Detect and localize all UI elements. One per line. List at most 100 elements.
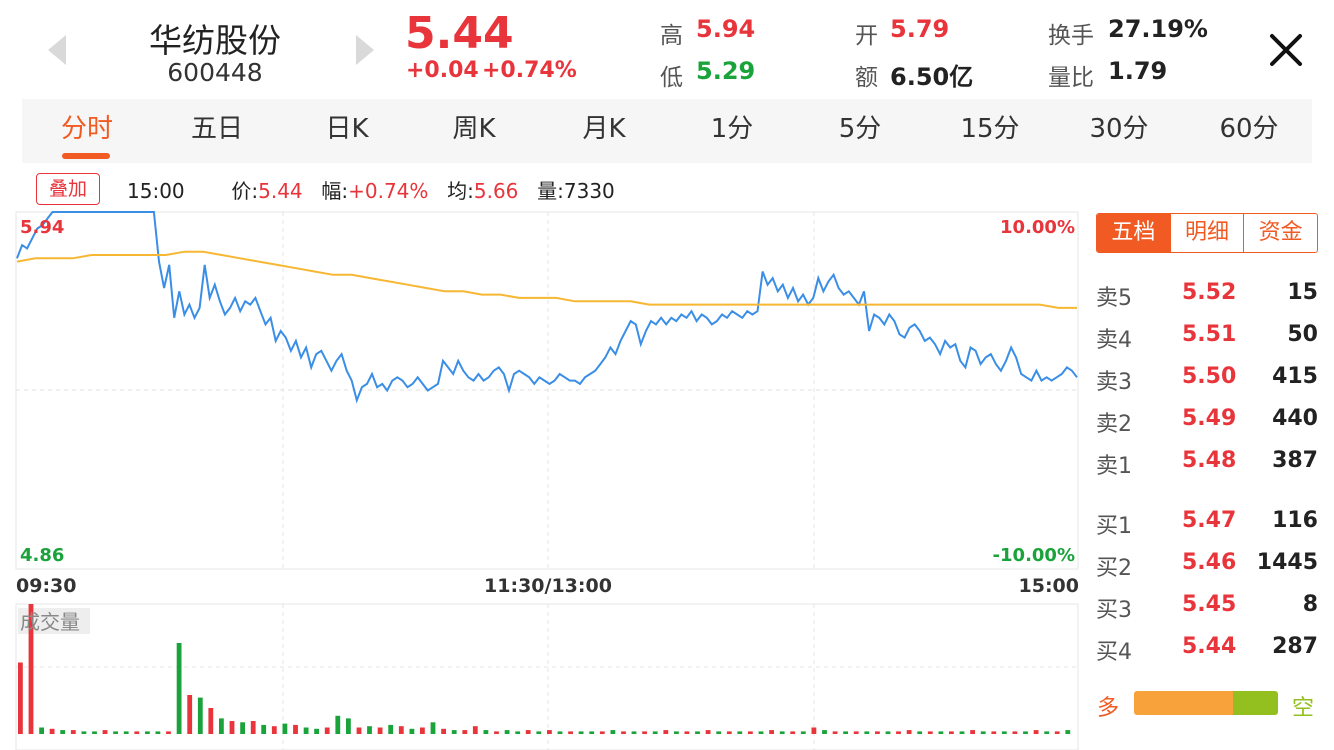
ask-price: 5.52 xyxy=(1182,280,1237,305)
volume-bar xyxy=(610,730,616,734)
order-book-row: 卖5 5.52 15 xyxy=(1096,280,1318,311)
volume-bar xyxy=(367,726,372,734)
volume-bar xyxy=(398,726,404,734)
stock-code: 600448 xyxy=(167,58,263,87)
volume-bar xyxy=(663,730,669,734)
info-price-value: 5.44 xyxy=(258,179,303,203)
volume-bar xyxy=(599,731,605,734)
volume-bar xyxy=(346,718,351,734)
order-panel-tabs: 五档 明细 资金 xyxy=(1096,213,1318,253)
ask-label: 卖5 xyxy=(1096,286,1132,311)
tab-1min[interactable]: 1分 xyxy=(710,114,754,144)
tab-5min[interactable]: 5分 xyxy=(838,114,882,144)
volume-bar xyxy=(716,731,722,734)
volume-bar xyxy=(219,718,224,734)
ask-volume: 440 xyxy=(1272,406,1318,431)
ask-price: 5.48 xyxy=(1182,448,1237,473)
long-label: 多 xyxy=(1097,696,1120,721)
tab-weekly-k[interactable]: 周K xyxy=(452,114,496,144)
volume-bar xyxy=(578,731,584,734)
pct-top-label: 10.00% xyxy=(1000,217,1075,238)
volume-bar xyxy=(409,728,415,734)
volume-bar xyxy=(49,728,55,734)
ask-price: 5.50 xyxy=(1182,364,1237,389)
tab-daily-k[interactable]: 日K xyxy=(325,114,369,144)
volume-bar xyxy=(314,728,319,734)
tab-trade-details[interactable]: 明细 xyxy=(1169,214,1244,252)
volume-bar xyxy=(494,731,499,734)
order-book-row: 买2 5.46 1445 xyxy=(1096,550,1318,581)
info-amplitude-value: +0.74% xyxy=(348,179,429,203)
volume-bar xyxy=(1054,731,1060,734)
bid-label: 买3 xyxy=(1096,598,1132,623)
y-bottom-label: 4.86 xyxy=(20,545,64,566)
volume-bar xyxy=(102,730,108,734)
volume-bar xyxy=(388,724,394,734)
volume-bar xyxy=(949,731,954,734)
ask-volume: 387 xyxy=(1272,448,1318,473)
overlay-button[interactable]: 叠加 xyxy=(36,173,100,205)
tab-intraday[interactable]: 分时 xyxy=(60,114,113,144)
prev-stock-arrow-icon[interactable] xyxy=(48,35,66,65)
ask-volume: 415 xyxy=(1272,364,1318,389)
volume-bar xyxy=(282,723,288,734)
volume-bar xyxy=(250,721,256,734)
next-stock-arrow-icon[interactable] xyxy=(356,35,374,65)
stat-turnover-value: 27.19% xyxy=(1108,15,1208,43)
stat-turnover-label: 换手 xyxy=(1048,23,1094,49)
order-book-row: 买3 5.45 8 xyxy=(1096,592,1318,623)
tab-monthly-k[interactable]: 月K xyxy=(582,114,626,144)
volume-bar xyxy=(853,731,859,734)
volume-bar xyxy=(504,730,510,734)
tab-fund-flow[interactable]: 资金 xyxy=(1243,214,1317,252)
volume-bar xyxy=(769,730,774,734)
bid-price: 5.44 xyxy=(1182,634,1237,659)
volume-bar xyxy=(864,731,870,734)
volume-bar xyxy=(822,730,827,734)
info-average-value: 5.66 xyxy=(473,179,519,203)
crosshair-info-row: 15:00 价:5.44 幅:+0.74% 均:5.66 量:7330 xyxy=(127,175,615,204)
volume-bar xyxy=(832,731,838,734)
stat-low-value: 5.29 xyxy=(696,57,756,85)
order-book-row: 卖1 5.48 387 xyxy=(1096,448,1318,479)
stat-low-label: 低 xyxy=(660,65,683,91)
volume-bar xyxy=(92,731,97,734)
info-volume-value: 7330 xyxy=(563,179,615,203)
bid-label: 买2 xyxy=(1096,556,1132,581)
volume-bar xyxy=(1012,731,1018,734)
change-percent: +0.74% xyxy=(482,58,577,83)
volume-bar xyxy=(959,731,965,734)
volume-bar xyxy=(705,730,711,734)
volume-bar xyxy=(790,731,796,734)
ask-label: 卖3 xyxy=(1096,370,1132,395)
volume-bar xyxy=(441,728,446,734)
tab-30min[interactable]: 30分 xyxy=(1089,114,1149,144)
ask-price: 5.49 xyxy=(1182,406,1237,431)
volume-bar xyxy=(547,730,552,734)
tab-five-levels[interactable]: 五档 xyxy=(1097,214,1170,252)
volume-bar xyxy=(335,715,341,734)
tab-five-day[interactable]: 五日 xyxy=(190,114,243,144)
info-amplitude-label: 幅: xyxy=(321,179,349,203)
long-ratio-fill xyxy=(1134,691,1234,715)
volume-bar xyxy=(980,731,986,734)
stat-open-label: 开 xyxy=(855,23,878,49)
stat-open-value: 5.79 xyxy=(890,15,950,43)
volume-bar xyxy=(906,730,912,734)
bid-label: 买4 xyxy=(1096,640,1132,665)
volume-bar xyxy=(377,727,383,734)
intraday-chart[interactable]: 5.94 4.86 10.00% -10.00% 09:30 11:30/13:… xyxy=(0,205,1090,750)
short-label: 空 xyxy=(1292,696,1315,721)
volume-bar xyxy=(938,731,944,734)
volume-bar xyxy=(970,730,975,734)
volume-bar xyxy=(1023,731,1028,734)
stat-volume-ratio-value: 1.79 xyxy=(1108,57,1168,85)
volume-bar xyxy=(843,731,848,734)
stat-high-value: 5.94 xyxy=(696,15,756,43)
tab-15min[interactable]: 15分 xyxy=(960,114,1020,144)
long-short-ratio-bar xyxy=(1134,691,1278,715)
short-ratio-fill xyxy=(1233,691,1278,715)
close-icon[interactable] xyxy=(1266,30,1306,70)
tab-60min[interactable]: 60分 xyxy=(1219,114,1279,144)
volume-bar xyxy=(18,662,23,734)
